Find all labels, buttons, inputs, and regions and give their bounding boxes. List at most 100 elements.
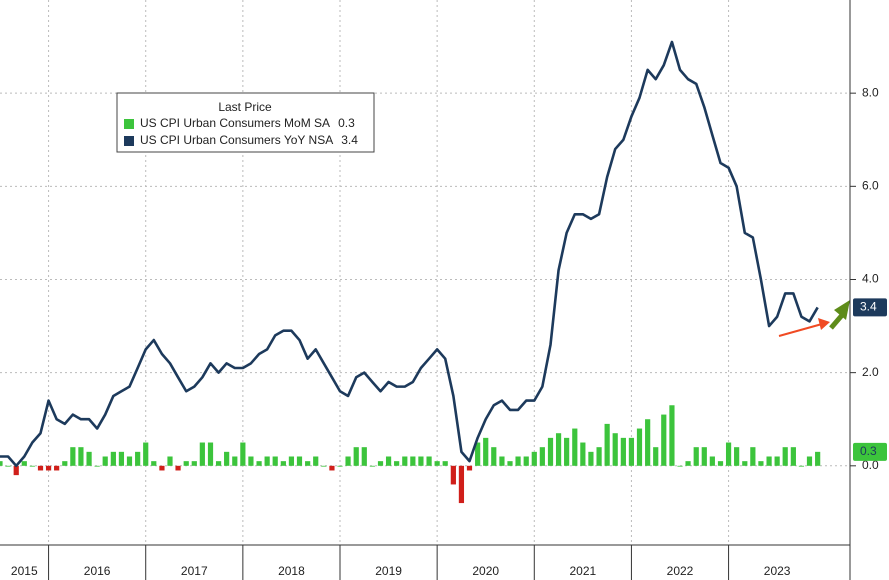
x-tick-label: 2020 bbox=[472, 564, 499, 578]
bar bbox=[434, 461, 440, 466]
plot-area bbox=[0, 0, 850, 545]
legend-label: US CPI Urban Consumers YoY NSA bbox=[140, 133, 333, 147]
bar bbox=[645, 419, 651, 466]
bar bbox=[742, 461, 748, 466]
bar bbox=[321, 465, 327, 467]
bar bbox=[385, 456, 392, 466]
x-tick-label: 2017 bbox=[181, 564, 208, 578]
bar bbox=[402, 456, 408, 466]
bar bbox=[248, 456, 254, 466]
bar bbox=[766, 456, 772, 466]
bar bbox=[709, 456, 715, 466]
bar bbox=[175, 465, 181, 471]
legend-swatch bbox=[124, 136, 134, 146]
bar bbox=[126, 456, 133, 466]
bar bbox=[29, 465, 35, 467]
green-arrow-head bbox=[834, 300, 850, 320]
x-tick-label: 2016 bbox=[84, 564, 111, 578]
bar bbox=[45, 465, 52, 471]
legend: Last Price US CPI Urban Consumers MoM SA… bbox=[116, 92, 375, 153]
bar bbox=[693, 447, 699, 466]
bar bbox=[110, 451, 116, 466]
bar bbox=[620, 437, 626, 466]
bar bbox=[418, 456, 424, 466]
x-tick-label: 2019 bbox=[375, 564, 402, 578]
bar bbox=[167, 456, 173, 466]
y-tick-label: 8.0 bbox=[862, 85, 879, 99]
x-tick-label: 2021 bbox=[570, 564, 597, 578]
bar bbox=[280, 461, 286, 466]
bar bbox=[628, 437, 635, 466]
bar bbox=[450, 465, 456, 485]
bar bbox=[466, 465, 473, 471]
bar bbox=[151, 461, 157, 466]
bar bbox=[426, 456, 432, 466]
bar bbox=[604, 423, 610, 466]
bar bbox=[78, 447, 84, 466]
bar bbox=[305, 461, 311, 466]
bar bbox=[313, 456, 319, 466]
bar bbox=[798, 465, 805, 467]
value-tag-label: 0.3 bbox=[860, 444, 877, 458]
bar bbox=[564, 437, 570, 466]
bar bbox=[596, 447, 602, 466]
bar bbox=[547, 437, 554, 466]
x-tick-label: 2023 bbox=[764, 564, 791, 578]
line bbox=[0, 40, 819, 468]
bar bbox=[782, 447, 788, 466]
bar bbox=[677, 465, 683, 467]
bar bbox=[442, 461, 448, 466]
bar bbox=[207, 442, 214, 466]
bar bbox=[725, 442, 732, 466]
value-tag bbox=[853, 442, 887, 461]
legend-value: 0.3 bbox=[338, 116, 355, 130]
bar bbox=[758, 461, 764, 466]
legend-value: 3.4 bbox=[341, 133, 358, 147]
red-arrow bbox=[778, 323, 823, 337]
bar bbox=[37, 465, 44, 471]
legend-box bbox=[116, 92, 375, 153]
bar bbox=[288, 456, 295, 466]
bar bbox=[410, 456, 416, 466]
bar bbox=[653, 447, 659, 466]
bar bbox=[750, 447, 756, 466]
bar bbox=[118, 451, 125, 466]
bar bbox=[377, 461, 384, 466]
bar bbox=[199, 442, 205, 466]
bar bbox=[215, 461, 222, 466]
bar bbox=[62, 461, 68, 466]
bar bbox=[515, 456, 521, 466]
bar bbox=[701, 447, 707, 466]
bar bbox=[329, 465, 335, 471]
bar bbox=[272, 456, 278, 466]
bar bbox=[507, 461, 513, 466]
bar bbox=[256, 461, 262, 466]
bar bbox=[224, 451, 230, 466]
bar bbox=[337, 465, 343, 467]
bar bbox=[135, 451, 141, 466]
bar bbox=[734, 447, 740, 466]
bar bbox=[555, 433, 562, 466]
bar bbox=[86, 451, 92, 466]
bar bbox=[612, 433, 618, 466]
x-tick-label: 2018 bbox=[278, 564, 305, 578]
bar bbox=[94, 465, 100, 467]
bar bbox=[191, 461, 197, 466]
bar bbox=[21, 461, 27, 466]
bar bbox=[394, 461, 400, 466]
bar bbox=[539, 447, 545, 466]
bar bbox=[588, 451, 594, 466]
green-arrow bbox=[829, 312, 845, 330]
red-arrow-head bbox=[818, 318, 830, 330]
bar bbox=[143, 442, 149, 466]
bar bbox=[774, 456, 780, 466]
bar bbox=[369, 465, 375, 467]
x-tick-label: 2022 bbox=[667, 564, 694, 578]
y-tick-label: 6.0 bbox=[862, 178, 879, 192]
bar bbox=[580, 442, 586, 466]
bar bbox=[669, 405, 675, 466]
x-tick-label: 2015 bbox=[11, 564, 38, 578]
bar bbox=[685, 461, 691, 466]
bar bbox=[717, 461, 724, 466]
